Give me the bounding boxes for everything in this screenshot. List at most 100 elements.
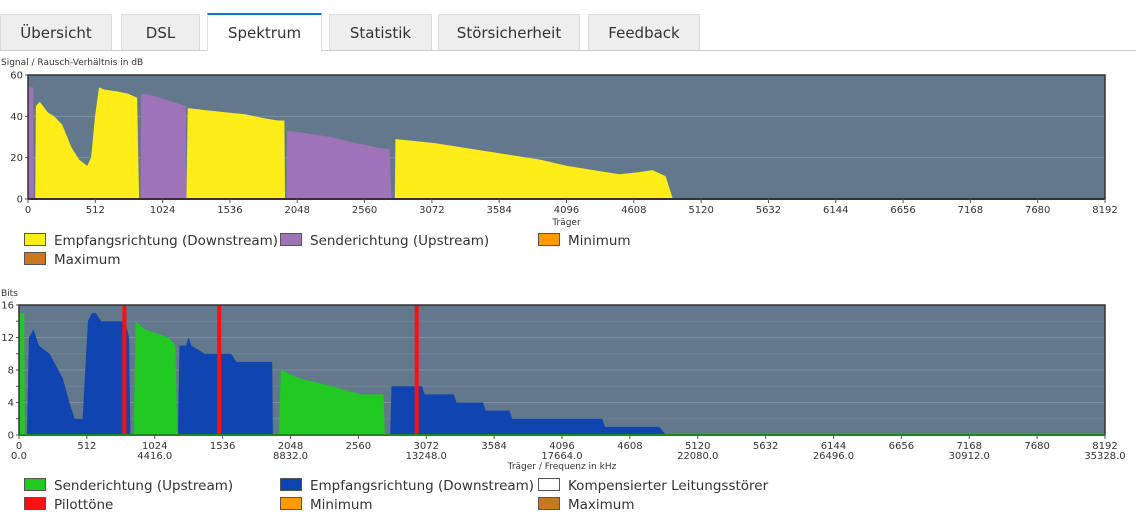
legend-label: Senderichtung (Upstream): [54, 478, 234, 494]
x-tick-label: 4096: [554, 205, 579, 216]
x-axis-label: Träger / Frequenz in kHz: [507, 462, 617, 472]
y-tick-label: 4: [8, 398, 14, 409]
tab-feedback[interactable]: Feedback: [588, 14, 700, 50]
legend-swatch: [24, 478, 46, 491]
x-tick-label: 7168: [958, 205, 983, 216]
freq-tick-label: 26496.0: [813, 451, 854, 462]
legend-item: Maximum: [24, 252, 121, 268]
legend-swatch: [538, 497, 560, 510]
pilot-tone-line: [414, 305, 419, 435]
snr-y-label: Signal / Rausch-Verhältnis in dB: [1, 58, 144, 68]
pilot-tone-line: [122, 305, 127, 435]
pilot-tone-line: [217, 305, 222, 435]
x-tick-label: 4608: [621, 205, 646, 216]
legend-label: Kompensierter Leitungsstörer: [568, 478, 769, 494]
series-area-empfangsrichtung-downstream-: [35, 87, 140, 199]
x-tick-label: 1024: [142, 441, 167, 452]
freq-tick-label: 0.0: [11, 451, 27, 462]
legend-item: Minimum: [538, 233, 631, 249]
legend-item: Senderichtung (Upstream): [24, 478, 233, 494]
bits-y-label: Bits: [1, 289, 18, 299]
tab-statistik[interactable]: Statistik: [329, 14, 432, 50]
x-tick-label: 5120: [685, 441, 710, 452]
x-tick-label: 4608: [617, 441, 642, 452]
legend-label: Senderichtung (Upstream): [310, 233, 490, 249]
legend-swatch: [280, 478, 302, 491]
x-tick-label: 3072: [414, 441, 439, 452]
x-tick-label: 512: [77, 441, 96, 452]
legend-label: Maximum: [568, 497, 635, 513]
y-tick-label: 12: [1, 333, 14, 344]
legend-swatch: [538, 233, 560, 246]
x-tick-label: 3072: [419, 205, 444, 216]
legend-item: Empfangsrichtung (Downstream): [24, 233, 278, 249]
legend-swatch: [24, 233, 46, 246]
tab-uebersicht[interactable]: Übersicht: [0, 14, 112, 50]
x-tick-label: 7168: [957, 441, 982, 452]
x-tick-label: 6144: [821, 441, 846, 452]
tab-spektrum[interactable]: Spektrum: [207, 13, 322, 51]
legend-label: Minimum: [310, 497, 373, 513]
legend-item: Kompensierter Leitungsstörer: [538, 478, 768, 494]
x-tick-label: 7680: [1025, 205, 1050, 216]
x-tick-label: 1024: [150, 205, 175, 216]
series-area-senderichtung-upstream-: [19, 313, 25, 435]
y-tick-label: 8: [8, 366, 14, 377]
x-tick-label: 4096: [549, 441, 574, 452]
x-tick-label: 5120: [688, 205, 713, 216]
legend-swatch: [280, 497, 302, 510]
series-area-senderichtung-upstream-: [278, 370, 385, 435]
y-tick-label: 0: [17, 195, 23, 206]
tab-bar: Übersicht DSL Spektrum Statistik Störsic…: [0, 13, 1136, 51]
x-axis-label: Träger: [551, 218, 581, 228]
x-tick-label: 512: [86, 205, 105, 216]
legend-label: Empfangsrichtung (Downstream): [54, 233, 279, 249]
legend-item: Empfangsrichtung (Downstream): [280, 478, 534, 494]
y-tick-label: 40: [10, 112, 23, 123]
x-tick-label: 2048: [285, 205, 310, 216]
x-tick-label: 0: [16, 441, 22, 452]
legend-swatch: [24, 252, 46, 265]
series-area-empfangsrichtung-downstream-: [178, 337, 273, 435]
x-tick-label: 0: [25, 205, 31, 216]
x-tick-label: 3584: [481, 441, 506, 452]
x-tick-label: 6144: [823, 205, 848, 216]
series-area-senderichtung-upstream-: [140, 93, 187, 199]
x-tick-label: 3584: [486, 205, 511, 216]
freq-tick-label: 4416.0: [137, 451, 172, 462]
legend-label: Minimum: [568, 233, 631, 249]
series-area-senderichtung-upstream-: [286, 130, 392, 199]
series-area-empfangsrichtung-downstream-: [390, 386, 666, 435]
x-tick-label: 6656: [889, 441, 914, 452]
legend-item: Senderichtung (Upstream): [280, 233, 489, 249]
series-area-senderichtung-upstream-: [133, 321, 178, 435]
tab-dsl[interactable]: DSL: [121, 14, 200, 50]
legend-item: Minimum: [280, 497, 373, 513]
series-area-empfangsrichtung-downstream-: [186, 108, 286, 199]
legend-label: Empfangsrichtung (Downstream): [310, 478, 535, 494]
y-tick-label: 60: [10, 71, 23, 82]
x-tick-label: 2560: [352, 205, 377, 216]
x-tick-label: 2560: [346, 441, 371, 452]
x-tick-label: 8192: [1092, 441, 1117, 452]
legend-item: Maximum: [538, 497, 635, 513]
x-tick-label: 6656: [890, 205, 915, 216]
legend-swatch: [538, 478, 560, 491]
legend-label: Maximum: [54, 252, 121, 268]
series-area-empfangsrichtung-downstream-: [26, 313, 131, 435]
freq-tick-label: 13248.0: [406, 451, 447, 462]
freq-tick-label: 30912.0: [949, 451, 990, 462]
x-tick-label: 1536: [210, 441, 235, 452]
x-tick-label: 8192: [1092, 205, 1117, 216]
tab-stoersicherheit[interactable]: Störsicherheit: [438, 14, 580, 50]
series-area-empfangsrichtung-downstream-: [394, 139, 673, 199]
x-tick-label: 1536: [217, 205, 242, 216]
legend-label: Pilottöne: [54, 497, 114, 513]
x-tick-label: 5632: [756, 205, 781, 216]
freq-tick-label: 22080.0: [677, 451, 718, 462]
y-tick-label: 16: [1, 301, 14, 312]
freq-tick-label: 35328.0: [1084, 451, 1125, 462]
series-area-senderichtung-upstream-: [28, 87, 34, 199]
